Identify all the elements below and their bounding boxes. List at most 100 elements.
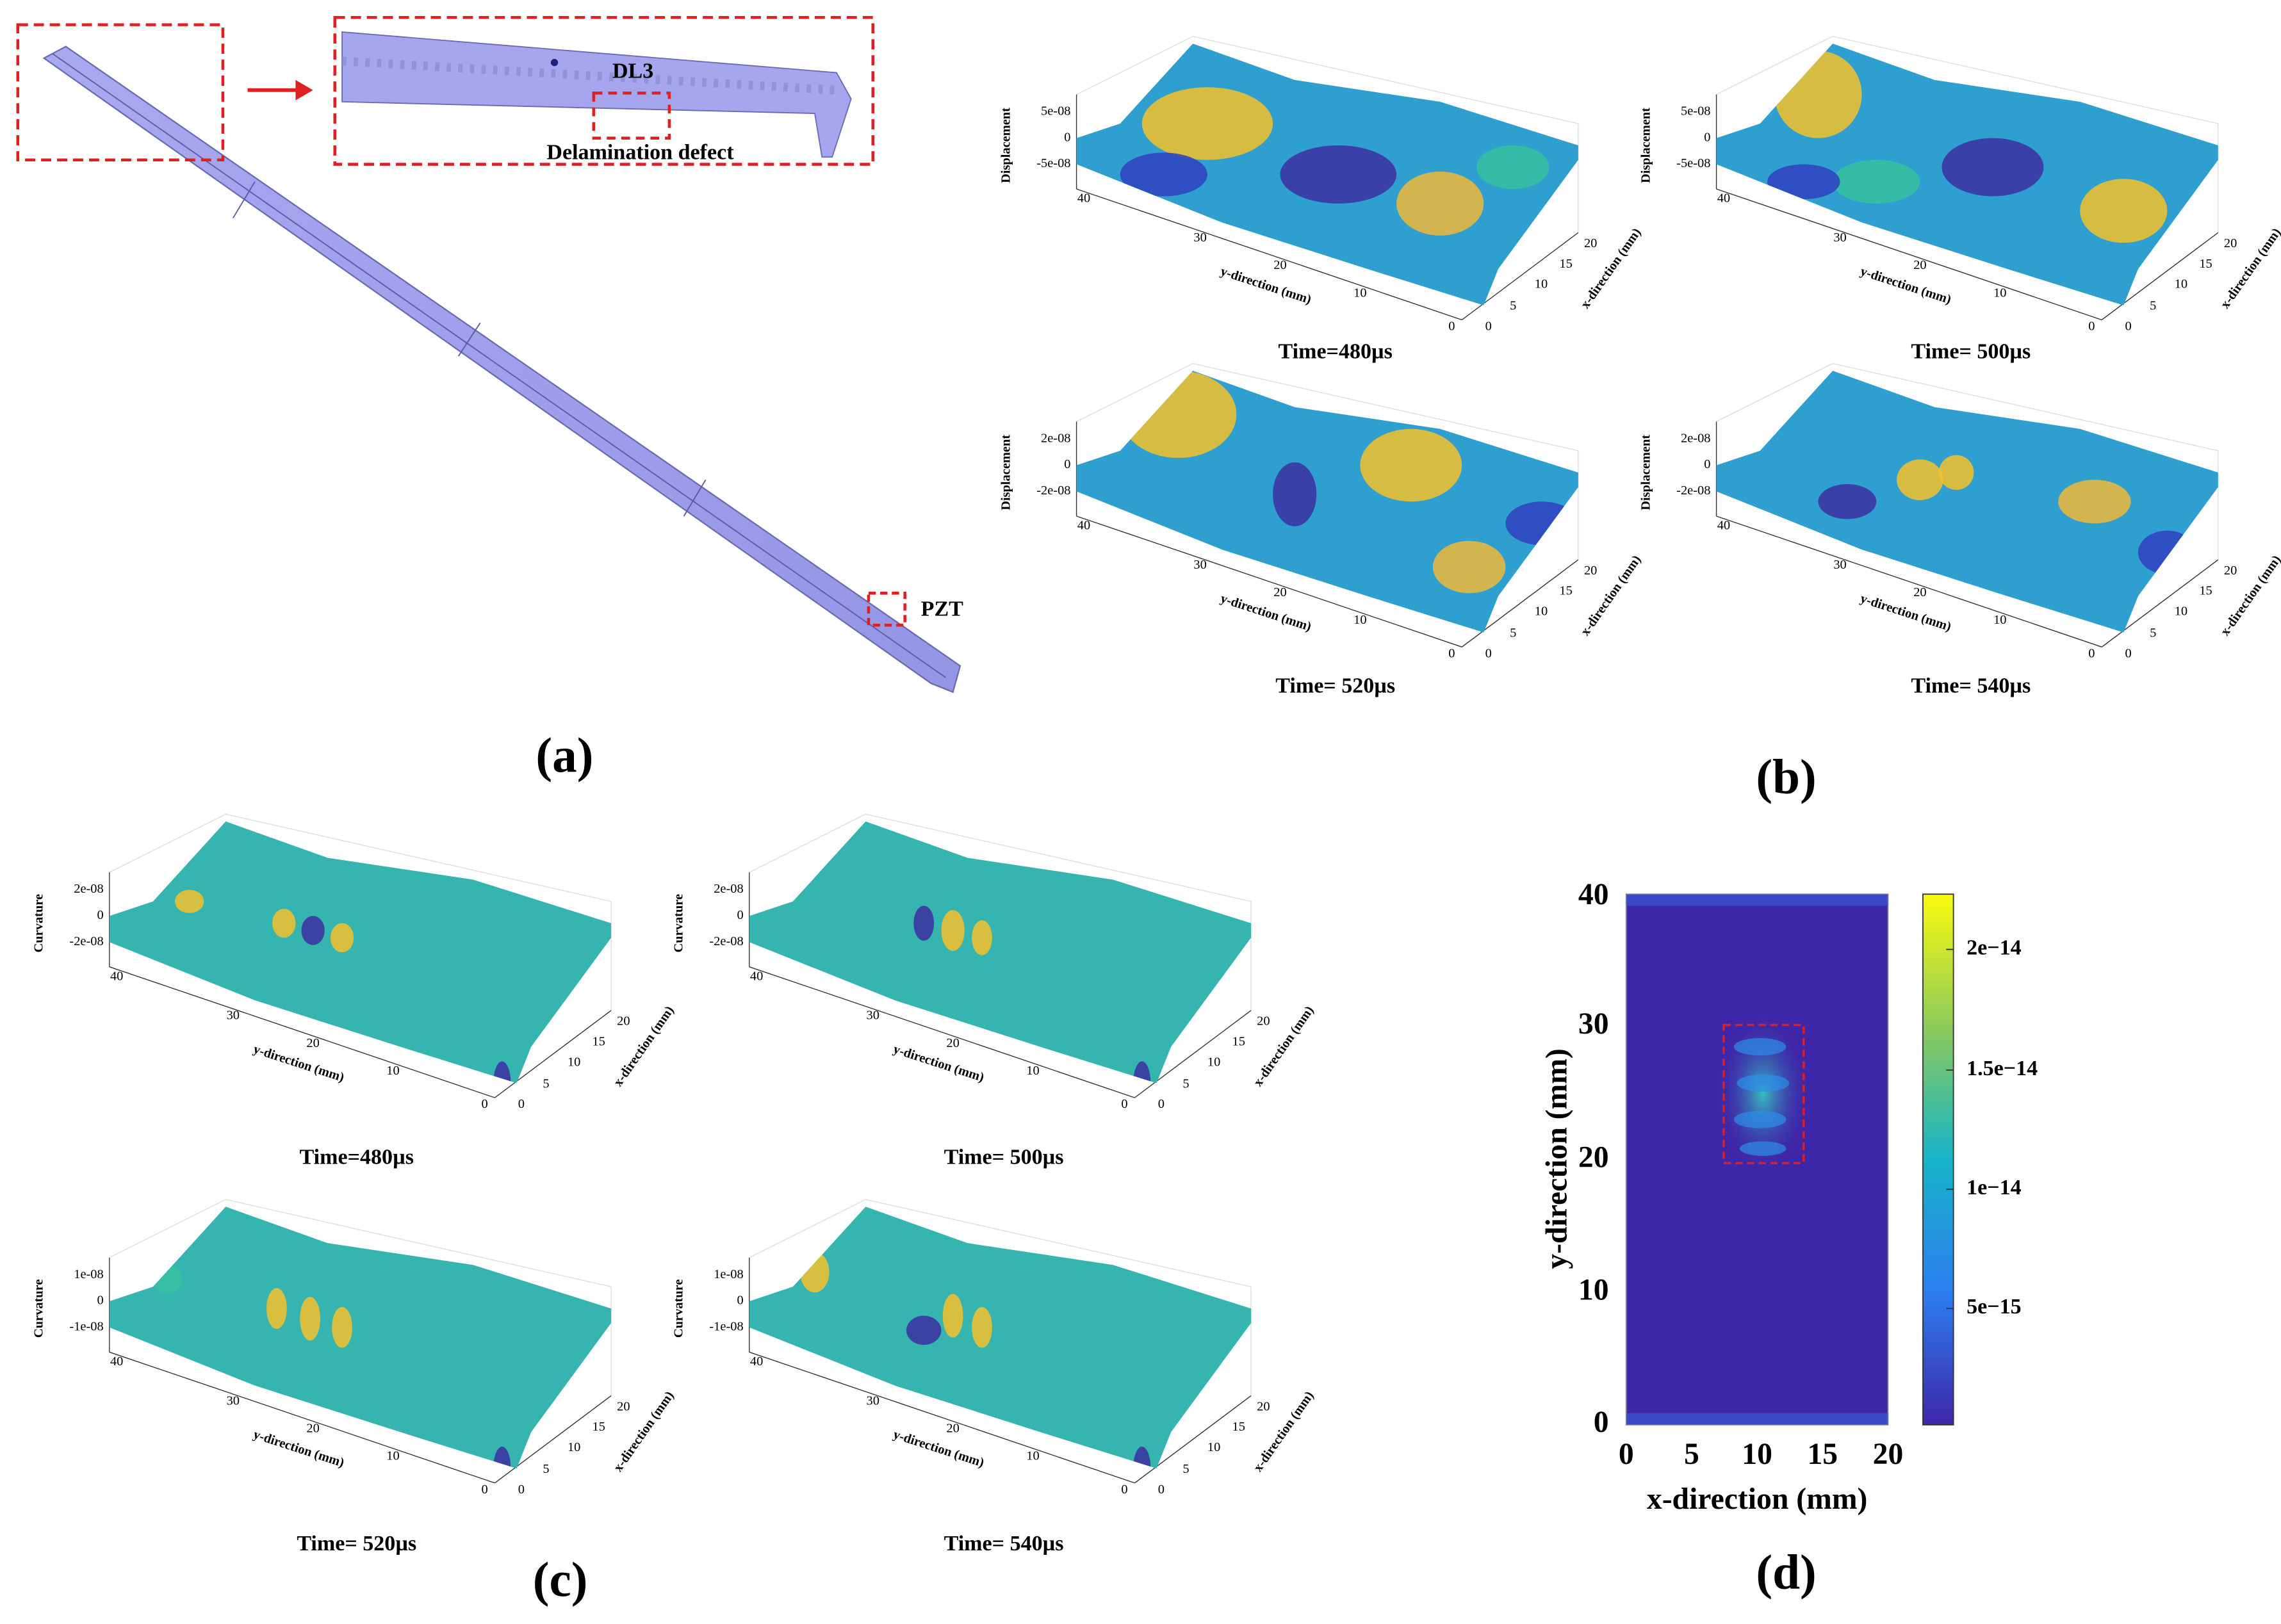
z-tick-label: 0 (1704, 130, 1710, 144)
surface-feature (272, 908, 296, 938)
surface-shading (1767, 51, 2168, 243)
z-tick-label: 2e-08 (1681, 431, 1711, 445)
surface-feature (906, 1315, 942, 1345)
surface-feature (913, 905, 935, 941)
surface-feature (972, 920, 992, 955)
x-tick-label: 0 (518, 1097, 525, 1111)
axes-edge (495, 1010, 612, 1098)
axes-edge (495, 1395, 612, 1484)
x-axis-label: x-direction (mm) (1647, 1482, 1868, 1516)
y-tick-label: 10 (1026, 1449, 1039, 1463)
caption: Time=480µs (300, 1145, 414, 1169)
x-tick-label: 10 (1742, 1438, 1772, 1471)
surface-feature (1273, 462, 1317, 526)
axes-edge (1076, 516, 1462, 647)
surface-plot: 40 30 20 10 0 0 5 10 15 20 2e-08 0 -2e-08 Curvature y-… (671, 813, 1317, 1111)
y-axis-label: y-direction (mm) (252, 1042, 346, 1085)
y-tick-label: 20 (1273, 258, 1286, 272)
panel-label: (c) (533, 1552, 588, 1607)
x-tick-label: 20 (1584, 236, 1597, 250)
y-tick-label: 30 (1193, 231, 1206, 245)
y-tick-label: 30 (1833, 558, 1846, 572)
surface-plot: 40 30 20 10 0 0 5 10 15 20 2e-08 0 -2e-08 Displacemen… (999, 362, 1644, 660)
x-tick-label: 10 (568, 1055, 580, 1069)
x-tick-label: 5 (1182, 1076, 1189, 1091)
y-axis-label: y-direction (mm) (892, 1427, 986, 1470)
z-axis-label: Curvature (671, 1279, 685, 1338)
y-tick-label: 0 (1594, 1406, 1609, 1439)
z-axis-label: Displacement (999, 435, 1013, 510)
x-tick-label: 0 (518, 1482, 525, 1497)
x-tick-label: 20 (617, 1399, 630, 1413)
surface-feature (1360, 428, 1462, 502)
z-tick-label: -1e-08 (69, 1320, 103, 1334)
x-tick-label: 15 (1232, 1420, 1245, 1434)
x-tick-label: 5 (1182, 1462, 1189, 1476)
x-tick-label: 20 (2224, 236, 2237, 250)
y-tick-label: 0 (1121, 1482, 1127, 1497)
surface-feature (1133, 1061, 1151, 1084)
y-tick-label: 0 (2088, 320, 2095, 334)
axes-edge (749, 1351, 1135, 1484)
x-tick-label: 10 (1207, 1440, 1220, 1454)
y-tick-label: 0 (481, 1097, 487, 1111)
x-tick-label: 20 (1873, 1438, 1904, 1471)
x-tick-label: 5 (2150, 626, 2156, 640)
y-tick-label: 30 (1578, 1007, 1609, 1041)
z-tick-label: 2e-08 (74, 882, 104, 896)
axes-edge (1134, 1395, 1252, 1484)
x-tick-label: 5 (1684, 1438, 1699, 1471)
axes-edge (1076, 188, 1462, 321)
y-tick-label: 10 (1993, 286, 2006, 300)
x-tick-label: 5 (1510, 299, 1516, 313)
z-tick-label: -1e-08 (709, 1320, 743, 1334)
surface-feature (1505, 501, 1578, 546)
surface (749, 821, 1252, 1084)
z-axis-label: Curvature (32, 894, 46, 953)
z-tick-label: -2e-08 (1676, 483, 1710, 498)
axes-edge (109, 966, 495, 1098)
colorbar-tick-label: 1e−14 (1966, 1176, 2022, 1199)
x-tick-label: 0 (2125, 320, 2132, 334)
panel-label: (b) (1756, 749, 1816, 804)
x-tick-label: 0 (1619, 1438, 1634, 1471)
y-tick-label: 10 (1353, 613, 1366, 627)
axes-edge (1716, 188, 2102, 321)
y-tick-label: 20 (1913, 585, 1926, 599)
y-axis-label: y-direction (mm) (1859, 264, 1953, 307)
y-tick-label: 20 (1578, 1141, 1609, 1174)
colorbar-tick-label: 1.5e−14 (1966, 1057, 2038, 1080)
surface-feature (1141, 87, 1273, 160)
surface-feature (1938, 455, 1974, 491)
surface-feature (2058, 480, 2131, 524)
y-tick-label: 30 (867, 1393, 879, 1408)
surface-feature (1120, 370, 1237, 459)
x-tick-label: 0 (1158, 1482, 1165, 1497)
z-tick-label: 5e-08 (1041, 104, 1071, 118)
surface-feature (1774, 51, 1862, 138)
y-tick-label: 30 (867, 1009, 879, 1023)
surface-feature (174, 889, 204, 913)
surface-feature (1897, 459, 1943, 501)
surface-plot: 40 30 20 10 0 0 5 10 15 20 5e-08 0 -5e-08 Displacemen… (999, 36, 1644, 334)
x-tick-label: 15 (1559, 584, 1572, 598)
y-tick-label: 20 (946, 1036, 959, 1050)
surface-shading (913, 905, 1151, 1084)
surface-feature (1476, 145, 1549, 190)
y-tick-label: 30 (1193, 558, 1206, 572)
x-tick-label: 5 (1510, 626, 1516, 640)
x-tick-label: 15 (2199, 584, 2212, 598)
z-tick-label: -5e-08 (1036, 156, 1070, 170)
y-tick-label: 20 (306, 1421, 319, 1435)
colorbar-tick-label: 5e−15 (1966, 1295, 2022, 1319)
y-tick-label: 10 (386, 1449, 399, 1463)
z-tick-label: -2e-08 (69, 934, 103, 948)
y-tick-label: 30 (227, 1009, 240, 1023)
annotation: DL3 (612, 59, 653, 83)
surface (1076, 370, 1578, 633)
y-tick-label: 30 (1833, 231, 1846, 245)
y-tick-label: 40 (110, 969, 123, 983)
surface-feature (2138, 530, 2196, 574)
x-tick-label: 5 (543, 1462, 549, 1476)
surface-plot: 40 30 20 10 0 0 5 10 15 20 2e-08 0 -2e-08 Curvature y-… (32, 813, 677, 1111)
